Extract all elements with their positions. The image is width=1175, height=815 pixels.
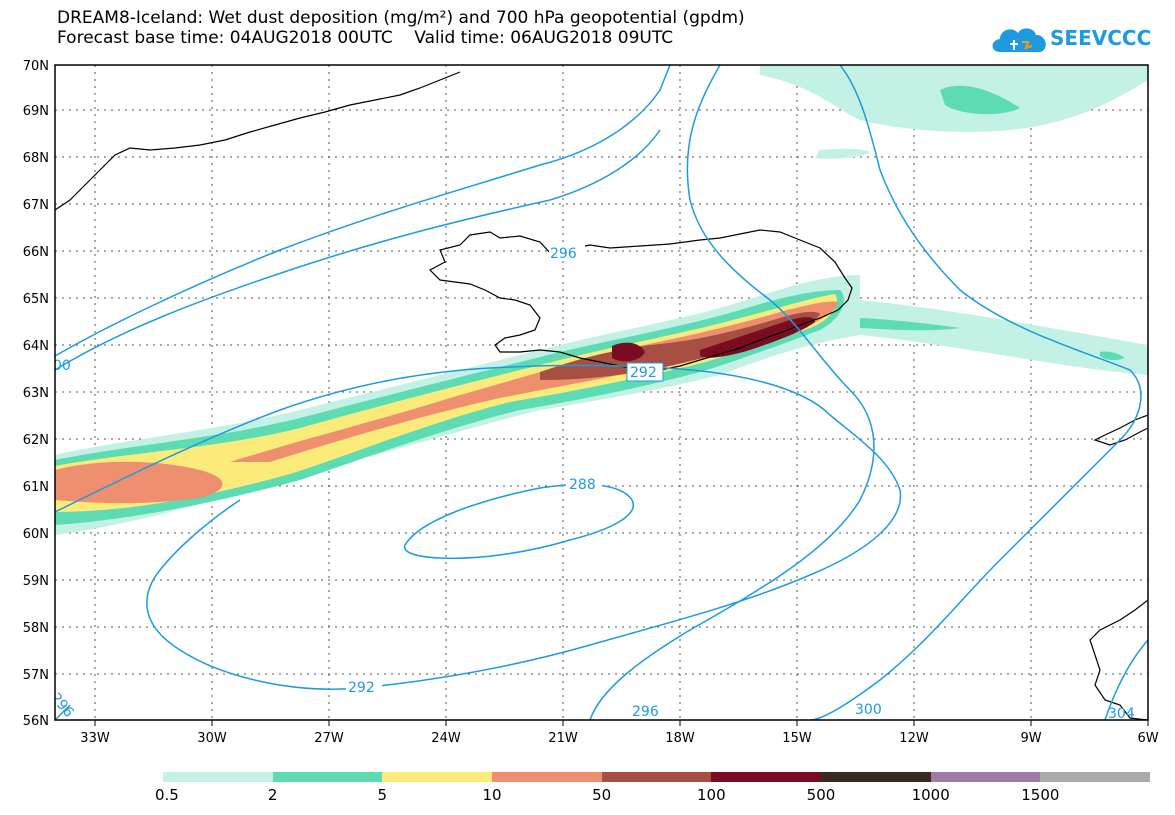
lat-label: 56N [23, 714, 49, 729]
contour-296 [55, 65, 875, 720]
contour-label-292-center: 292 [630, 365, 657, 381]
lon-label: 6W [1137, 731, 1158, 746]
dust-band-2-east [860, 318, 960, 331]
legend-swatch [272, 772, 383, 782]
contour-label-292-bottom: 292 [348, 680, 375, 696]
legend-label: 1000 [911, 786, 950, 804]
latitude-labels: 56N 57N 58N 59N 60N 61N 62N 63N 64N 65N … [23, 59, 49, 729]
longitude-labels: 33W 30W 27W 24W 21W 18W 15W 12W 9W 6W [80, 731, 1158, 746]
contour-label-296-left: 296 [47, 690, 76, 721]
norway-coast-1 [1093, 414, 1148, 446]
lat-label: 62N [23, 433, 49, 448]
legend-swatch [382, 772, 493, 782]
lon-label: 9W [1020, 731, 1041, 746]
lat-label: 60N [23, 527, 49, 542]
lat-label: 70N [23, 59, 49, 74]
dust-band-100 [612, 342, 645, 362]
lat-label: 59N [23, 574, 49, 589]
legend-label: 100 [697, 786, 726, 804]
legend-swatch [821, 772, 931, 782]
lat-label: 61N [23, 480, 49, 495]
lat-label: 69N [23, 104, 49, 119]
legend-swatch [492, 772, 602, 782]
contour-292 [55, 364, 902, 690]
lat-label: 64N [23, 339, 49, 354]
geopotential-contours [55, 65, 1148, 720]
logo-text: SEEVCCC [1050, 26, 1152, 50]
tick-marks [94, 720, 1149, 726]
dust-band-50 [540, 311, 820, 380]
legend-swatch [711, 772, 822, 782]
color-legend [163, 772, 1151, 782]
map-plot-area: 296 292 288 292 296 300 304 296 00 [47, 65, 1148, 722]
legend-label: 2 [267, 786, 278, 804]
lon-label: 33W [80, 731, 110, 746]
contour-label-304: 304 [1108, 706, 1135, 722]
map-subtitle: Forecast base time: 04AUG2018 00UTC Vali… [57, 28, 674, 48]
contour-label-300: 300 [855, 702, 882, 718]
legend-swatch [601, 772, 712, 782]
norway-coast-2 [1089, 599, 1148, 720]
legend-label: 5 [377, 786, 388, 804]
dust-band-2-east2 [1100, 351, 1125, 361]
lon-label: 15W [782, 731, 812, 746]
lon-label: 21W [548, 731, 578, 746]
contour-296-left [55, 704, 71, 720]
dust-band-2-north [940, 85, 1020, 115]
contour-304 [1104, 639, 1148, 720]
lat-label: 68N [23, 151, 49, 166]
lon-label: 27W [314, 731, 344, 746]
cloud-logo-icon [992, 28, 1046, 52]
legend-label: 1500 [1021, 786, 1060, 804]
legend-swatch [930, 772, 1041, 782]
contour-label-288: 288 [569, 477, 596, 493]
legend-label: 0.5 [155, 786, 179, 804]
map-frame [54, 64, 1149, 721]
contour-label-296-top: 296 [550, 246, 577, 262]
legend-swatch [163, 772, 273, 782]
legend-label: 10 [482, 786, 502, 804]
lat-label: 67N [23, 198, 49, 213]
contour-label-300-left: 00 [53, 358, 71, 374]
contour-labels: 296 292 288 292 296 300 304 296 00 [47, 243, 1135, 722]
lat-label: 63N [23, 386, 49, 401]
lat-label: 66N [23, 245, 49, 260]
legend-label: 500 [806, 786, 836, 804]
lon-label: 24W [431, 731, 461, 746]
contour-label-296-bottom: 296 [632, 704, 659, 720]
lat-label: 65N [23, 292, 49, 307]
dust-band-10 [55, 461, 223, 504]
map-title: DREAM8-Iceland: Wet dust deposition (mg/… [57, 8, 745, 28]
dust-band-100b [700, 317, 815, 358]
dust-band-10-plume [230, 301, 838, 462]
lon-label: 30W [197, 731, 227, 746]
contour-288 [403, 483, 635, 560]
lon-label: 18W [665, 731, 695, 746]
legend-label: 50 [592, 786, 612, 804]
contour-300 [55, 65, 1142, 720]
lat-label: 57N [23, 668, 49, 683]
legend-swatch [1040, 772, 1151, 782]
lat-label: 58N [23, 621, 49, 636]
greenland-coast [55, 71, 461, 211]
dust-plume [55, 65, 1148, 535]
dust-band-0-5-north2 [815, 148, 870, 159]
lon-label: 12W [899, 731, 929, 746]
